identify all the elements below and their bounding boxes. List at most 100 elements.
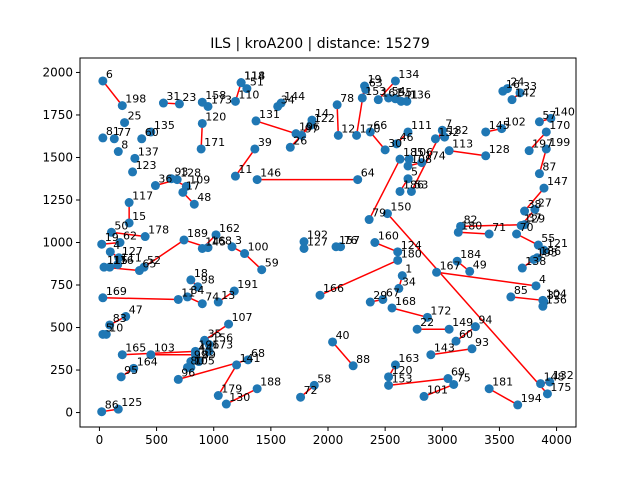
- x-tick-label: 500: [145, 433, 168, 447]
- city-label: 22: [420, 316, 434, 329]
- city-point: [115, 238, 125, 247]
- city-point: [213, 297, 223, 307]
- city-point: [174, 99, 184, 109]
- city-label: 157: [339, 234, 360, 247]
- city-label: 180: [461, 219, 482, 232]
- axes: 0 500 1000 1500 2000 2500 3000 3500 4000 0 250 500 7…: [42, 57, 577, 447]
- city-label: 129: [524, 212, 545, 225]
- city-label: 114: [244, 70, 265, 83]
- city-label: 32: [547, 289, 561, 302]
- city-label: 79: [372, 207, 386, 220]
- city-label: 101: [427, 383, 448, 396]
- city-label: 87: [542, 161, 556, 174]
- x-tick-label: 3000: [427, 433, 458, 447]
- city-point: [328, 337, 338, 347]
- city-label: 48: [197, 191, 211, 204]
- city-label: 185: [403, 146, 424, 159]
- city-point: [109, 134, 119, 144]
- city-point: [539, 245, 549, 255]
- city-point: [365, 127, 375, 137]
- city-point: [129, 363, 139, 373]
- tour-edge: [204, 323, 229, 341]
- city-point: [426, 350, 436, 360]
- city-point: [240, 249, 250, 259]
- city-label: 170: [360, 122, 381, 135]
- city-label: 62: [123, 230, 137, 243]
- city-point: [173, 374, 183, 384]
- city-label: 113: [452, 138, 473, 151]
- city-point: [97, 407, 107, 417]
- city-label: 105: [194, 354, 215, 367]
- city-label: 34: [281, 93, 295, 106]
- city-point: [146, 350, 156, 360]
- city-label: 69: [451, 366, 465, 379]
- city-point: [452, 256, 462, 266]
- city-label: 77: [117, 126, 131, 139]
- city-point: [221, 399, 231, 409]
- city-point: [252, 384, 262, 394]
- city-point: [182, 292, 192, 302]
- city-point: [384, 93, 394, 103]
- city-point: [134, 266, 144, 276]
- city-label: 117: [132, 190, 153, 203]
- city-label: 199: [549, 136, 570, 149]
- city-point: [130, 153, 140, 163]
- city-label: 144: [284, 90, 305, 103]
- city-point: [403, 161, 413, 171]
- city-label: 175: [550, 381, 571, 394]
- city-point: [120, 118, 130, 128]
- city-point: [497, 124, 507, 134]
- city-point: [194, 357, 204, 367]
- city-point: [242, 84, 252, 94]
- city-label: 147: [547, 175, 568, 188]
- city-label: 169: [106, 285, 127, 298]
- city-label: 88: [356, 353, 370, 366]
- city-point: [128, 167, 138, 177]
- city-point: [236, 78, 246, 88]
- city-label: 143: [434, 342, 455, 355]
- city-point: [213, 391, 223, 401]
- city-point: [203, 243, 213, 253]
- city-point: [121, 311, 131, 321]
- city-label: 158: [205, 89, 226, 102]
- city-point: [370, 238, 380, 247]
- tour-edge: [458, 231, 490, 235]
- city-point: [507, 95, 517, 105]
- city-label: 180: [401, 247, 422, 260]
- city-label: 31: [166, 90, 180, 103]
- city-point: [230, 171, 240, 181]
- city-point: [113, 147, 123, 157]
- city-label: 120: [205, 110, 226, 123]
- city-point: [481, 127, 491, 137]
- city-label: 63: [369, 76, 383, 89]
- city-point: [114, 253, 124, 263]
- y-tick-label: 1000: [42, 236, 73, 250]
- city-label: 85: [514, 284, 528, 297]
- x-tick-label: 4000: [541, 433, 572, 447]
- tour-edge: [523, 187, 545, 212]
- city-label: 93: [174, 166, 188, 179]
- city-label: 1: [405, 263, 412, 276]
- city-label: 131: [259, 108, 280, 121]
- tour-edge: [386, 213, 548, 395]
- city-label: 11: [238, 163, 252, 176]
- city-label: 24: [510, 76, 524, 89]
- tour-edge: [102, 80, 123, 107]
- city-label: 30: [388, 137, 402, 150]
- city-label: 162: [219, 222, 240, 235]
- city-point: [117, 350, 127, 360]
- city-point: [529, 255, 539, 265]
- city-point: [542, 389, 552, 399]
- city-point: [419, 391, 429, 401]
- city-point: [357, 93, 367, 103]
- city-point: [99, 262, 109, 272]
- city-point: [403, 174, 413, 184]
- city-label: 136: [546, 293, 567, 306]
- city-point: [204, 346, 214, 356]
- city-points: [97, 76, 556, 417]
- city-point: [178, 187, 188, 197]
- city-label: 17: [186, 179, 200, 192]
- city-label: 59: [265, 257, 279, 270]
- city-label: 163: [398, 352, 419, 365]
